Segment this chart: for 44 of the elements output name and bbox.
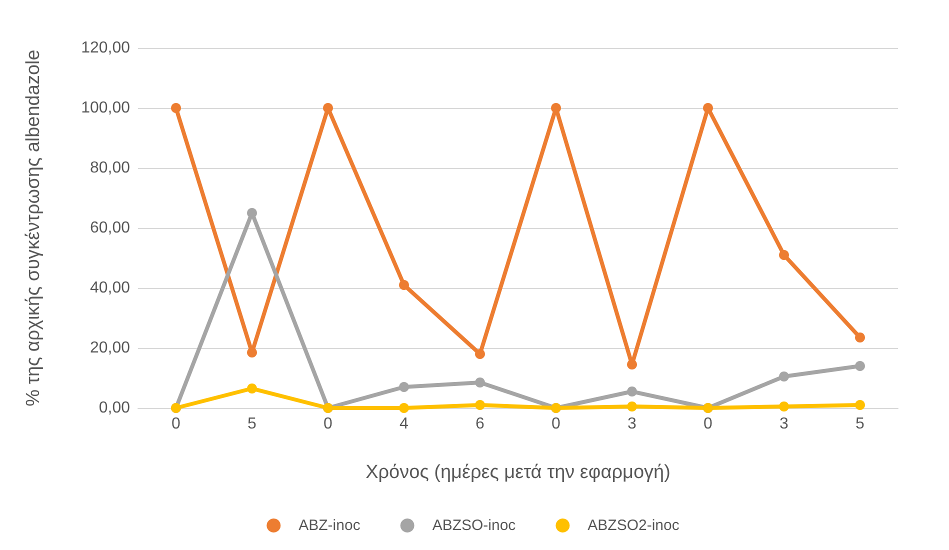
x-tick-label: 0 <box>172 416 181 432</box>
legend-label: ABZSO2-inoc <box>588 517 680 534</box>
point <box>855 361 865 371</box>
x-tick-label: 0 <box>552 416 561 432</box>
point <box>475 378 485 388</box>
point <box>855 400 865 410</box>
y-tick-label: 0,00 <box>98 400 130 416</box>
x-tick-label: 3 <box>780 416 789 432</box>
point <box>475 349 485 359</box>
y-tick-label: 60,00 <box>90 220 130 236</box>
point <box>171 103 181 113</box>
y-tick-label: 120,00 <box>81 40 130 56</box>
point <box>627 360 637 370</box>
legend-label: ABZ-inoc <box>298 517 361 534</box>
point <box>855 332 865 342</box>
point <box>323 103 333 113</box>
point <box>247 384 257 394</box>
point <box>247 348 257 358</box>
point <box>475 400 485 410</box>
point <box>551 103 561 113</box>
legend-label: ABZSO-inoc <box>432 517 516 534</box>
y-tick-label: 20,00 <box>90 340 130 356</box>
y-tick-label: 100,00 <box>81 100 130 116</box>
x-tick-label: 6 <box>476 416 485 432</box>
point <box>399 382 409 392</box>
point <box>399 280 409 290</box>
y-tick-label: 40,00 <box>90 280 130 296</box>
point <box>703 103 713 113</box>
x-tick-label: 4 <box>400 416 409 432</box>
x-axis-title: Χρόνος (ημέρες μετά την εφαρμογή) <box>366 462 670 483</box>
point <box>627 386 637 396</box>
point <box>779 402 789 412</box>
point <box>627 402 637 412</box>
point <box>399 403 409 413</box>
y-axis-title: % της αρχικής συγκέντρωσης albendazole <box>23 50 44 406</box>
x-tick-label: 3 <box>628 416 637 432</box>
x-tick-label: 5 <box>248 416 257 432</box>
y-tick-label: 80,00 <box>90 160 130 176</box>
x-tick-label: 5 <box>856 416 865 432</box>
x-tick-label: 0 <box>324 416 333 432</box>
x-tick-label: 0 <box>704 416 713 432</box>
point <box>247 208 257 218</box>
point <box>779 250 789 260</box>
point <box>779 372 789 382</box>
